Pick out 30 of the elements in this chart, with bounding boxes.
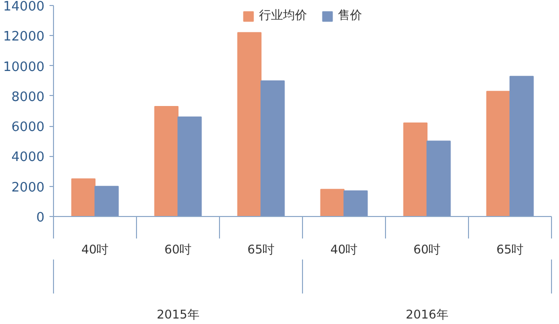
y-tick-label: 6000 — [11, 120, 45, 136]
bar — [237, 32, 262, 216]
legend-label: 行业均价 — [259, 7, 307, 24]
legend-label: 售价 — [338, 7, 362, 24]
y-tick-label: 14000 — [3, 0, 45, 14]
y-tick-label: 12000 — [3, 30, 45, 45]
y-tick-label: 8000 — [11, 90, 45, 105]
bar — [344, 190, 368, 216]
bar — [426, 140, 451, 216]
bar — [71, 178, 96, 216]
x-tick-label: 40吋 — [330, 242, 358, 256]
bar — [260, 80, 285, 216]
bar — [510, 76, 534, 216]
bar — [403, 122, 428, 216]
x-tick-label: 65吋 — [496, 242, 524, 256]
x-tick-label: 40吋 — [81, 242, 109, 256]
bar — [94, 186, 119, 216]
y-tick-label: 4000 — [11, 150, 45, 166]
text: 2015年 — [156, 308, 200, 322]
bar — [178, 116, 202, 216]
text: 2016年 — [406, 308, 448, 322]
bar — [486, 90, 510, 216]
y-tick-label: 0 — [36, 210, 45, 226]
bar — [320, 188, 344, 216]
x-tick-label: 60吋 — [413, 242, 441, 256]
y-tick-label: 10000 — [3, 60, 45, 75]
x-tick-label: 60吋 — [164, 242, 192, 256]
bar — [154, 106, 178, 216]
x-tick-label: 65吋 — [247, 242, 275, 256]
y-tick-label: 2000 — [11, 180, 45, 196]
